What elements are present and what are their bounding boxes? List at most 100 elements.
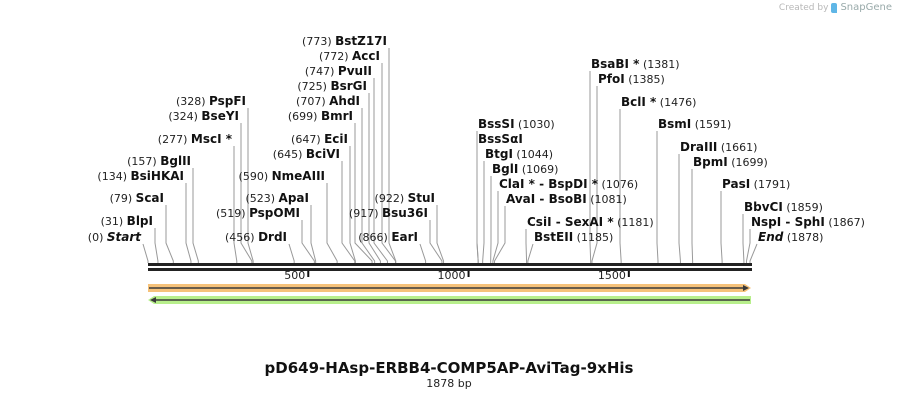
restriction-site-bsihkai[interactable]: (134) BsiHKAI [97, 169, 184, 183]
site-name: AccI [352, 49, 380, 63]
restriction-site-bseyi[interactable]: (324) BseYI [168, 109, 239, 123]
restriction-site-pspfi[interactable]: (328) PspFI [176, 94, 246, 108]
credit-prefix: Created by [778, 2, 829, 13]
site-name: PspOMI [249, 206, 300, 220]
site-name: BtgI [485, 147, 513, 161]
site-position: (519) [216, 207, 249, 220]
site-connector [525, 229, 528, 263]
site-name: DraIII [680, 140, 717, 154]
restriction-site-stui[interactable]: (922) StuI [375, 191, 435, 205]
site-position: (772) [319, 50, 352, 63]
site-position: (1076) [598, 178, 638, 191]
green-feature-reverse[interactable] [148, 296, 751, 304]
svg-text:BssSI (1030): BssSI (1030) [478, 117, 555, 131]
restriction-site-pvuii[interactable]: (747) PvuII [305, 64, 372, 78]
site-connector [326, 183, 338, 263]
site-name: DrdI [258, 230, 287, 244]
restriction-site-drdi[interactable]: (456) DrdI [225, 230, 287, 244]
site-connector [656, 131, 659, 263]
restriction-site-start[interactable]: (0) Start [88, 230, 142, 244]
site-name: BstEII [534, 230, 573, 244]
orange-feature-forward[interactable] [148, 284, 751, 292]
restriction-site-acci[interactable]: (772) AccI [319, 49, 380, 63]
restriction-site-ahdi[interactable]: (707) AhdI [296, 94, 360, 108]
svg-text:PasI (1791): PasI (1791) [722, 177, 790, 191]
restriction-site-bsrgi[interactable]: (725) BsrGI [297, 79, 367, 93]
svg-text:(277) MscI *: (277) MscI * [158, 132, 233, 146]
site-connector [373, 78, 388, 263]
svg-text:BssSαI: BssSαI [478, 132, 523, 146]
site-name: BsrGI [330, 79, 367, 93]
restriction-site-blpi[interactable]: (31) BlpI [101, 214, 153, 228]
restriction-site-bsssi[interactable]: BssSI (1030) [478, 117, 555, 131]
restriction-site-btgi[interactable]: BtgI (1044) [485, 147, 553, 161]
restriction-site-bsu36i[interactable]: (917) Bsu36I [349, 206, 428, 220]
site-connector [247, 108, 254, 263]
site-connector [691, 169, 694, 263]
restriction-site-bbvci[interactable]: BbvCI (1859) [744, 200, 823, 214]
restriction-site-bcivi[interactable]: (645) BciVI [273, 147, 340, 161]
site-connector [185, 183, 192, 263]
restriction-site-bgli[interactable]: BglI (1069) [492, 162, 558, 176]
restriction-site-end[interactable]: End (1878) [758, 230, 823, 244]
restriction-site-bmri[interactable]: (699) BmrI [288, 109, 353, 123]
site-position: (645) [273, 148, 306, 161]
restriction-site-eari[interactable]: (866) EarI [358, 230, 418, 244]
restriction-site-csii-sexai[interactable]: CsiI - SexAI * (1181) [527, 215, 654, 229]
site-connector [589, 71, 592, 263]
site-connector [233, 146, 238, 263]
svg-text:BpmI (1699): BpmI (1699) [693, 155, 768, 169]
restriction-site-nmeaiii[interactable]: (590) NmeAIII [239, 169, 325, 183]
site-name: BbvCI [744, 200, 783, 214]
site-position: (134) [97, 170, 130, 183]
site-position: (523) [245, 192, 278, 205]
site-name: BglII [160, 154, 191, 168]
restriction-site-bstz17i[interactable]: (773) BstZ17I [302, 34, 387, 48]
restriction-site-bsss-i[interactable]: BssSαI [478, 132, 523, 146]
svg-text:(519) PspOMI: (519) PspOMI [216, 206, 300, 220]
restriction-site-bsteii[interactable]: BstEII (1185) [534, 230, 613, 244]
site-name: ApaI [279, 191, 309, 205]
site-name: BsmI [658, 117, 691, 131]
ruler-tick [467, 271, 470, 277]
restriction-site-ecii[interactable]: (647) EciI [291, 132, 348, 146]
restriction-site-bglii[interactable]: (157) BglII [127, 154, 191, 168]
site-name: PasI [722, 177, 750, 191]
restriction-site-scai[interactable]: (79) ScaI [110, 191, 164, 205]
restriction-site-pasi[interactable]: PasI (1791) [722, 177, 790, 191]
ruler-tick [307, 271, 310, 277]
svg-text:(922) StuI: (922) StuI [375, 191, 435, 205]
svg-text:(134) BsiHKAI: (134) BsiHKAI [97, 169, 184, 183]
snapgene-credit: Created by SnapGene [779, 2, 892, 13]
svg-text:CsiI - SexAI * (1181): CsiI - SexAI * (1181) [527, 215, 654, 229]
restriction-site-bpmi[interactable]: BpmI (1699) [693, 155, 768, 169]
restriction-site-clai-bspdi[interactable]: ClaI * - BspDI * (1076) [499, 177, 638, 191]
restriction-site-pspomi[interactable]: (519) PspOMI [216, 206, 300, 220]
svg-text:(699) BmrI: (699) BmrI [288, 109, 353, 123]
restriction-site-pfoi[interactable]: PfoI (1385) [598, 72, 665, 86]
svg-text:(645) BciVI: (645) BciVI [273, 147, 340, 161]
credit-brand: SnapGene [840, 2, 892, 13]
site-position: (1069) [518, 163, 558, 176]
site-name: ScaI [136, 191, 164, 205]
restriction-site-apai[interactable]: (523) ApaI [245, 191, 309, 205]
restriction-site-bsmi[interactable]: BsmI (1591) [658, 117, 731, 131]
site-position: (922) [375, 192, 408, 205]
site-name: BlpI [127, 214, 153, 228]
restriction-site-draiii[interactable]: DraIII (1661) [680, 140, 757, 154]
site-connector [494, 206, 506, 263]
restriction-site-bcli[interactable]: BclI * (1476) [621, 95, 696, 109]
site-position: (1185) [573, 231, 613, 244]
site-name: AhdI [329, 94, 360, 108]
restriction-site-msci[interactable]: (277) MscI * [158, 132, 233, 146]
site-name: BsiHKAI [131, 169, 185, 183]
site-connector-lines [142, 48, 758, 263]
restriction-site-avai-bsobi[interactable]: AvaI - BsoBI (1081) [506, 192, 627, 206]
restriction-site-nspi-sphi[interactable]: NspI - SphI (1867) [751, 215, 865, 229]
site-name: BclI * [621, 95, 657, 109]
site-position: (866) [358, 231, 391, 244]
site-name: StuI [408, 191, 435, 205]
restriction-site-bsabi[interactable]: BsaBI * (1381) [591, 57, 680, 71]
site-connector [720, 191, 723, 263]
site-connector [368, 93, 381, 263]
